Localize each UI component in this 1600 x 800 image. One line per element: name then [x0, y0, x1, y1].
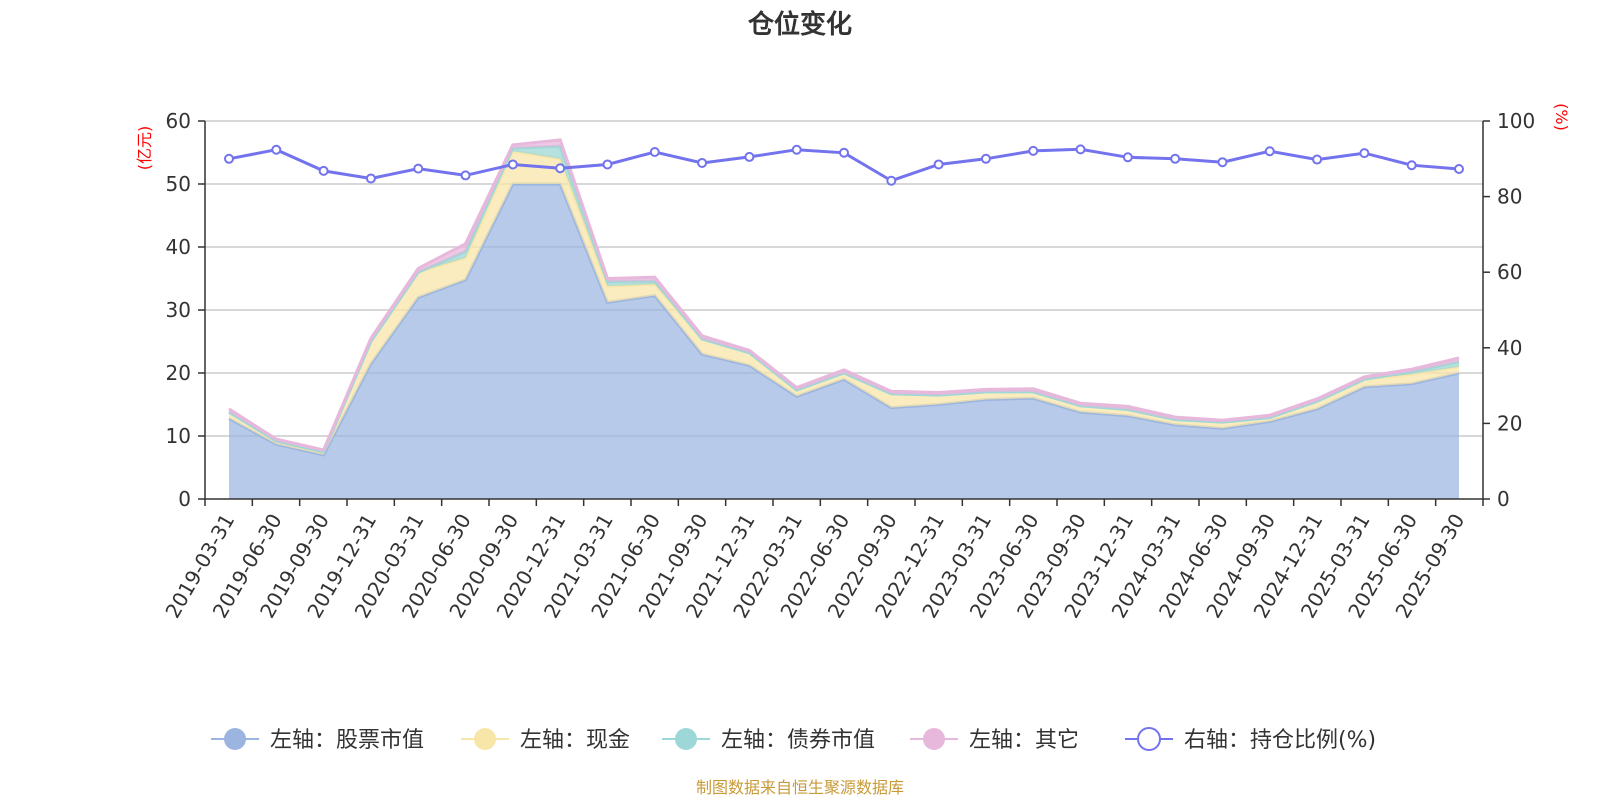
ratio-point [980, 153, 991, 164]
left-tick-label: 40 [166, 235, 191, 259]
legend-marker [675, 728, 697, 750]
right-tick-label: 40 [1497, 336, 1522, 360]
ratio-point [886, 175, 897, 186]
right-tick-label: 60 [1497, 260, 1522, 284]
legend-marker [923, 728, 945, 750]
legend: 左轴：股票市值 左轴：现金 左轴：债券市值 左轴：其它 右轴：持仓比例(%) [211, 727, 1376, 753]
stacked-areas [228, 138, 1460, 499]
right-tick-label: 100 [1497, 109, 1535, 133]
left-tick-label: 20 [166, 361, 191, 385]
ratio-point [507, 159, 518, 170]
legend-marker [224, 728, 246, 750]
legend-label: 左轴：债券市值 [721, 728, 875, 753]
area-0 [229, 184, 1459, 499]
ratio-point [1454, 164, 1464, 175]
ratio-point [1312, 154, 1323, 165]
ratio-point [744, 151, 755, 162]
legend-item: 左轴：债券市值 [662, 728, 875, 753]
ratio-point [602, 159, 613, 170]
ratio-line [224, 144, 1464, 186]
right-tick-label: 0 [1497, 487, 1510, 511]
ratio-point [1359, 148, 1370, 159]
ratio-point [224, 153, 234, 164]
right-axis-unit: (%) [1552, 103, 1571, 131]
left-tick-label: 10 [166, 424, 191, 448]
right-tick-label: 20 [1497, 411, 1522, 435]
ratio-point [1264, 146, 1275, 157]
ratio-point [413, 163, 424, 174]
legend-label: 左轴：现金 [520, 728, 630, 753]
ratio-point [1217, 157, 1228, 168]
legend-label: 左轴：其它 [969, 728, 1079, 753]
chart-title: 仓位变化 [747, 9, 852, 40]
left-axis-unit: (亿元) [135, 126, 154, 171]
ratio-point [271, 144, 282, 155]
ratio-point [1406, 160, 1417, 171]
ratio-point [649, 146, 660, 157]
ratio-point [460, 170, 471, 181]
legend-label: 左轴：股票市值 [270, 728, 424, 753]
source-note: 制图数据来自恒生聚源数据库 [696, 778, 904, 797]
ratio-point [365, 173, 376, 184]
left-tick-label: 50 [166, 172, 191, 196]
legend-item: 左轴：其它 [910, 728, 1079, 753]
ratio-point [1028, 145, 1039, 156]
ratio-point [839, 147, 849, 158]
ratio-point [1170, 153, 1181, 164]
left-tick-label: 60 [166, 109, 191, 133]
ratio-point [791, 144, 802, 155]
ratio-point [697, 157, 708, 168]
left-tick-label: 30 [166, 298, 191, 322]
right-tick-label: 80 [1497, 185, 1522, 209]
legend-label: 右轴：持仓比例(%) [1184, 728, 1376, 753]
legend-item: 右轴：持仓比例(%) [1125, 727, 1376, 753]
ratio-point [555, 163, 566, 174]
ratio-point [1075, 144, 1086, 155]
ratio-point [318, 165, 329, 176]
ratio-point [1122, 152, 1133, 163]
ratio-point [933, 159, 944, 170]
legend-item: 左轴：现金 [461, 728, 630, 753]
legend-marker [474, 728, 496, 750]
left-tick-label: 0 [178, 487, 191, 511]
area-edge-3 [228, 138, 1460, 452]
legend-item: 左轴：股票市值 [211, 728, 424, 753]
legend-marker [1137, 727, 1161, 751]
